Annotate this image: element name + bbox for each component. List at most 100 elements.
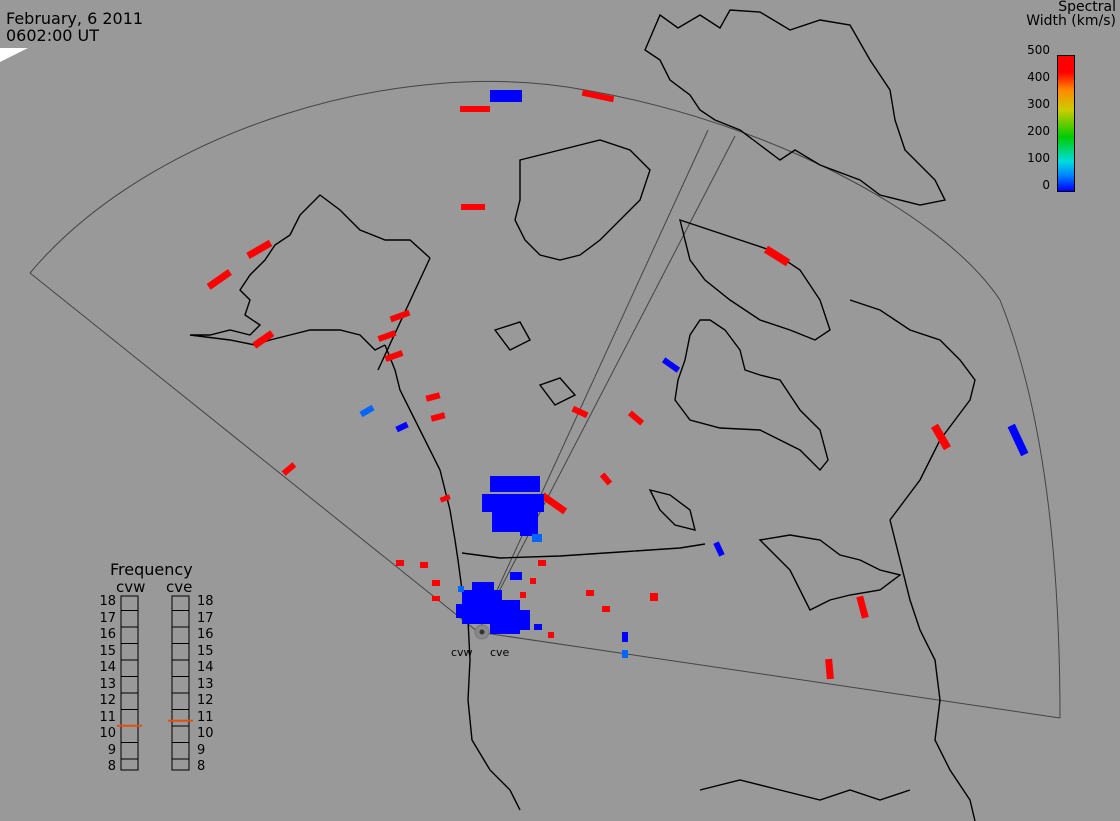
freq-ticks	[121, 610, 189, 760]
colorbar-title-line1: Spectral	[1058, 0, 1116, 15]
coast-arctic-islands	[514, 139, 651, 261]
echo	[396, 560, 404, 566]
lake-1	[493, 321, 531, 351]
echo	[490, 620, 520, 634]
fov-west-edge	[29, 272, 479, 633]
frequency-scale-label: 8	[107, 759, 116, 774]
frequency-scale-label: 14	[99, 660, 116, 675]
echo	[510, 572, 522, 580]
echo	[534, 624, 542, 630]
frequency-scale-label: 14	[197, 660, 214, 675]
frequency-scale-label: 17	[197, 610, 214, 626]
echo	[856, 595, 869, 619]
echo	[661, 357, 681, 373]
echo	[432, 596, 440, 601]
echo	[359, 404, 375, 418]
echoes-red	[206, 89, 951, 680]
echo	[538, 560, 546, 566]
frequency-scale-label: 10	[99, 726, 116, 741]
colorbar-tick: 300	[1027, 97, 1050, 111]
coast-pacific	[384, 344, 521, 811]
fov-east-edge	[477, 631, 1061, 719]
echo	[627, 410, 645, 426]
colorbar-tick: 100	[1027, 151, 1050, 165]
echo	[492, 512, 538, 532]
radar-fov	[29, 81, 1061, 719]
frequency-scale-label: 13	[197, 676, 214, 692]
coast-us-east	[889, 519, 976, 821]
lake-2	[648, 488, 696, 531]
echo	[586, 590, 594, 596]
echo	[622, 632, 628, 642]
echo	[430, 412, 446, 422]
echo	[713, 541, 725, 557]
colorbar-tick: 200	[1027, 124, 1050, 138]
frequency-scale-label: 18	[197, 594, 214, 609]
frequency-radar-left: cvw	[116, 578, 146, 596]
coast-alaska	[189, 194, 431, 351]
time-label: 0602:00 UT	[6, 26, 100, 45]
frequency-radar-right: cve	[166, 578, 193, 596]
coast-labrador	[849, 299, 976, 521]
frequency-scale-label: 11	[197, 709, 214, 725]
date-label: February, 6 2011	[6, 9, 144, 28]
echo	[1007, 423, 1029, 457]
echo	[763, 245, 791, 267]
coast-greenland	[644, 9, 947, 206]
echoes-lightblue	[359, 404, 628, 658]
echo	[931, 423, 951, 451]
colorbar-tick: 0	[1042, 178, 1050, 192]
frequency-boxes	[117, 595, 193, 771]
colorbar-title-line2: Width (km/s)	[1026, 13, 1116, 29]
echoes-blue	[395, 90, 1029, 642]
echo	[377, 330, 397, 342]
radar-echoes	[206, 89, 1029, 680]
echo	[490, 90, 522, 102]
fov-center-beam-1	[477, 135, 736, 633]
echo	[462, 590, 502, 624]
echo	[540, 492, 568, 515]
frequency-scale-label: 11	[99, 709, 116, 725]
echo	[571, 405, 589, 419]
freq-box-cvw	[120, 595, 139, 771]
freq-box-cve	[171, 595, 190, 771]
echo	[432, 580, 440, 586]
echo	[532, 534, 542, 542]
frequency-title: Frequency	[110, 560, 193, 579]
echo	[252, 330, 275, 349]
frequency-scale-label: 18	[99, 594, 116, 609]
echo	[599, 472, 613, 486]
coast-baffin	[679, 218, 831, 341]
echo	[520, 610, 530, 630]
echo	[206, 269, 232, 290]
echo	[281, 462, 297, 476]
echo	[461, 204, 485, 210]
echo	[456, 604, 466, 618]
echo	[472, 582, 494, 592]
frequency-scale-label: 16	[197, 627, 214, 642]
fov-center-beam-2	[477, 129, 709, 633]
coast-great-lakes	[758, 534, 902, 611]
echo	[622, 650, 628, 658]
frequency-scale-label: 9	[197, 742, 206, 758]
frequency-scale-label: 8	[197, 759, 206, 774]
frequency-scale-label: 13	[99, 676, 116, 692]
coast-hudson-bay	[674, 319, 829, 472]
echo	[425, 392, 441, 402]
echo	[581, 89, 615, 103]
colorbar-tick: 400	[1027, 70, 1050, 84]
echo	[458, 586, 464, 592]
echo	[520, 592, 526, 598]
echo	[395, 421, 409, 433]
echo	[384, 350, 404, 362]
frequency-scale-label: 16	[99, 627, 116, 642]
echo	[520, 530, 538, 536]
corner-fragment	[0, 48, 28, 62]
frequency-scale-label: 12	[197, 693, 214, 708]
frequency-scale-label: 12	[99, 693, 116, 708]
echo	[389, 309, 411, 323]
echo	[482, 494, 544, 512]
echo	[825, 658, 834, 680]
radar-site-dot	[479, 629, 485, 635]
